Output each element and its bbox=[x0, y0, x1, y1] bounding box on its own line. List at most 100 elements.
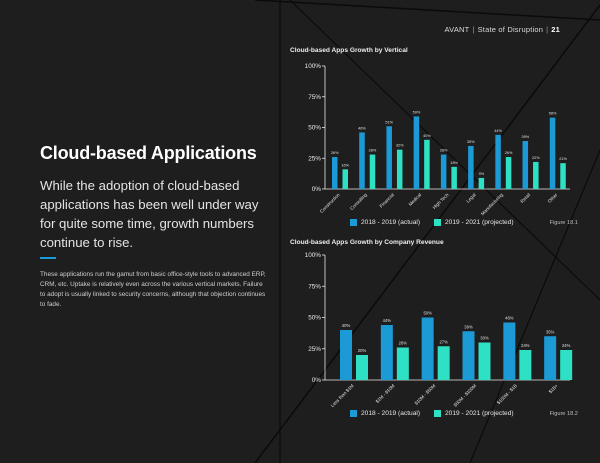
category-label: $1B+ bbox=[548, 383, 559, 394]
data-label: 32% bbox=[396, 144, 404, 148]
figure-label: Figure 18.2 bbox=[549, 410, 578, 417]
bar-actual bbox=[413, 116, 420, 189]
bar-projected bbox=[478, 177, 485, 189]
diagonal-line bbox=[289, 0, 600, 301]
y-tick-label: 50% bbox=[308, 315, 321, 322]
legend-label-projected: 2019 - 2021 (projected) bbox=[445, 219, 514, 226]
data-label: 18% bbox=[450, 161, 458, 165]
category-label: $50M - $100M bbox=[453, 383, 478, 408]
page-title: Cloud-based Applications bbox=[40, 143, 257, 163]
y-tick-label: 50% bbox=[308, 125, 321, 132]
bar-actual bbox=[386, 126, 392, 189]
data-label: 21% bbox=[559, 157, 567, 161]
bar-actual bbox=[462, 331, 475, 380]
bar-actual bbox=[544, 336, 557, 380]
data-label: 35% bbox=[546, 329, 555, 334]
bar-actual bbox=[332, 157, 338, 189]
bar-actual bbox=[340, 330, 352, 380]
legend-swatch-actual bbox=[350, 410, 357, 417]
data-label: 16% bbox=[341, 163, 349, 167]
accent-rule bbox=[40, 257, 56, 259]
chart-title-revenue: Cloud-based Apps Growth by Company Reven… bbox=[290, 239, 444, 246]
data-label: 51% bbox=[385, 120, 393, 124]
bar-actual bbox=[468, 145, 474, 189]
y-tick-label: 75% bbox=[308, 94, 321, 101]
y-tick-label: 100% bbox=[305, 63, 322, 70]
y-tick-label: 25% bbox=[308, 346, 321, 353]
data-label: 59% bbox=[413, 110, 421, 114]
data-label: 40% bbox=[423, 134, 431, 138]
bar-projected bbox=[533, 161, 539, 189]
category-label: High Tech bbox=[432, 192, 450, 210]
legend-item-actual: 2018 - 2019 (actual) bbox=[350, 219, 420, 226]
bar-projected bbox=[505, 157, 512, 189]
body-paragraph: These applications run the gamut from ba… bbox=[40, 271, 266, 308]
data-label: 24% bbox=[562, 343, 571, 348]
data-label: 58% bbox=[549, 112, 557, 116]
bar-projected bbox=[369, 154, 376, 189]
category-label: $10M - $50M bbox=[414, 383, 437, 406]
bar-actual bbox=[549, 117, 556, 189]
separator: | bbox=[472, 25, 475, 34]
bar-actual bbox=[380, 325, 393, 380]
report-name: State of Disruption bbox=[477, 25, 544, 34]
bar-projected bbox=[396, 347, 409, 380]
diagonal-line bbox=[254, 0, 600, 21]
data-label: 40% bbox=[342, 323, 351, 328]
data-label: 50% bbox=[423, 311, 432, 316]
legend-label-projected: 2019 - 2021 (projected) bbox=[445, 410, 514, 417]
data-label: 22% bbox=[532, 156, 540, 160]
data-label: 20% bbox=[358, 348, 367, 353]
page-header: AVANT | State of Disruption | 21 bbox=[445, 25, 560, 34]
bar-projected bbox=[424, 139, 430, 189]
lead-paragraph: While the adoption of cloud-based applic… bbox=[40, 178, 259, 250]
data-label: 26% bbox=[399, 341, 408, 346]
data-label: 35% bbox=[467, 140, 475, 144]
chart-revenue: 0% 25% 50% 75% 100% 40% 20% Less than $1M 44% 26%… bbox=[305, 252, 573, 408]
bar-projected bbox=[560, 163, 566, 189]
legend-item-projected: 2019 - 2021 (projected) bbox=[434, 410, 514, 417]
legend-label-actual: 2018 - 2019 (actual) bbox=[361, 410, 421, 417]
category-label: $100M - $1B bbox=[496, 383, 518, 405]
bar-projected bbox=[451, 166, 457, 189]
legend-item-projected: 2019 - 2021 (projected) bbox=[434, 219, 514, 226]
bar-actual bbox=[440, 154, 447, 189]
data-label: 24% bbox=[521, 343, 530, 348]
bar-projected bbox=[560, 350, 573, 380]
bar-actual bbox=[495, 134, 501, 189]
chart-vertical: 0%25%50%75%100%26%16%Construction46%28%C… bbox=[305, 63, 570, 216]
legend-item-actual: 2018 - 2019 (actual) bbox=[350, 410, 420, 417]
diagonal-line bbox=[469, 149, 600, 463]
legend-label-actual: 2018 - 2019 (actual) bbox=[361, 219, 421, 226]
legend-vertical: 2018 - 2019 (actual) 2019 - 2021 (projec… bbox=[350, 219, 578, 226]
chart-title-vertical: Cloud-based Apps Growth by Vertical bbox=[290, 47, 408, 54]
data-label: 28% bbox=[440, 149, 448, 153]
bar-projected bbox=[342, 169, 348, 189]
y-tick-label: 0% bbox=[312, 186, 322, 193]
y-tick-label: 25% bbox=[308, 155, 321, 162]
data-label: 26% bbox=[505, 151, 513, 155]
category-label: Legal bbox=[465, 192, 476, 203]
company-name: AVANT bbox=[444, 25, 470, 34]
bar-projected bbox=[519, 350, 532, 380]
legend-swatch-actual bbox=[350, 219, 357, 226]
data-label: 30% bbox=[480, 336, 489, 341]
bar-actual bbox=[359, 132, 365, 189]
y-tick-label: 100% bbox=[305, 252, 322, 259]
data-label: 44% bbox=[494, 129, 502, 133]
data-label: 9% bbox=[479, 172, 485, 176]
bar-actual bbox=[503, 322, 516, 380]
separator: | bbox=[546, 25, 549, 34]
data-label: 28% bbox=[369, 149, 377, 153]
data-label: 39% bbox=[464, 324, 473, 329]
legend-swatch-projected bbox=[434, 410, 442, 417]
bar-actual bbox=[522, 141, 529, 189]
data-label: 27% bbox=[439, 339, 448, 344]
bar-projected bbox=[356, 355, 368, 380]
data-label: 26% bbox=[331, 151, 339, 155]
category-label: $1M - $10M bbox=[375, 383, 396, 404]
y-tick-label: 0% bbox=[312, 377, 322, 384]
bar-projected bbox=[437, 346, 450, 380]
legend-swatch-projected bbox=[434, 219, 442, 226]
